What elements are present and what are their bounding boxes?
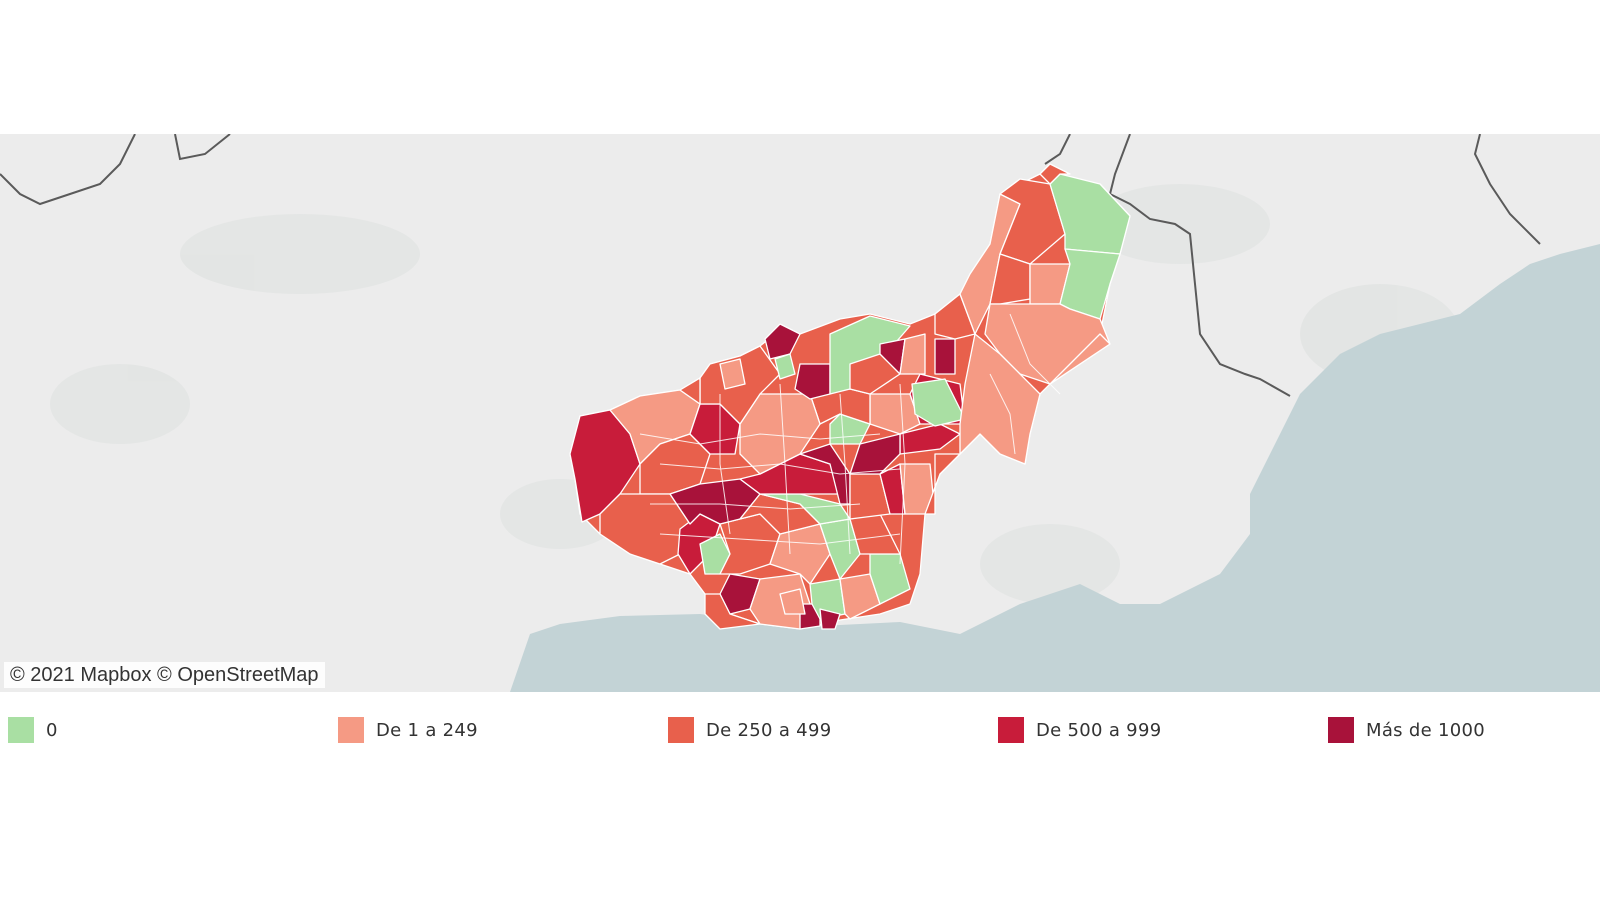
legend-label: Más de 1000 <box>1366 719 1485 741</box>
legend-item-500-999[interactable]: De 500 a 999 <box>998 716 1161 744</box>
municipality <box>849 353 901 395</box>
municipality <box>1039 163 1071 185</box>
municipality <box>1049 173 1131 255</box>
municipality <box>719 573 761 615</box>
municipality <box>934 338 956 375</box>
municipality <box>911 378 966 427</box>
municipality <box>989 253 1031 305</box>
municipality <box>794 363 831 400</box>
municipality <box>779 588 806 615</box>
legend-swatch <box>1328 717 1354 743</box>
legend-label: De 1 a 249 <box>376 719 478 741</box>
municipality-boundaries <box>639 313 1061 565</box>
municipality <box>959 333 1041 465</box>
municipality <box>924 453 961 515</box>
legend-label: 0 <box>46 719 58 741</box>
map-view[interactable]: © 2021 Mapbox © OpenStreetMap <box>0 134 1600 692</box>
legend-item-1000-plus[interactable]: Más de 1000 <box>1328 716 1485 744</box>
municipality <box>899 333 926 375</box>
legend-item-0[interactable]: 0 <box>8 716 58 744</box>
legend-label: De 500 a 999 <box>1036 719 1162 741</box>
municipality <box>999 178 1066 265</box>
municipality <box>719 358 746 390</box>
legend-item-1-249[interactable]: De 1 a 249 <box>338 716 478 744</box>
municipality <box>774 353 796 380</box>
legend: 0 De 1 a 249 De 250 a 499 De 500 a 999 M… <box>0 716 1600 748</box>
municipality <box>839 573 881 620</box>
legend-label: De 250 a 499 <box>706 719 832 741</box>
map-attribution[interactable]: © 2021 Mapbox © OpenStreetMap <box>4 662 325 688</box>
province-municipalities <box>569 163 1131 630</box>
municipality <box>764 323 801 360</box>
sea <box>510 244 1600 692</box>
municipality <box>819 608 841 630</box>
legend-swatch <box>998 717 1024 743</box>
municipality <box>849 433 901 475</box>
map-canvas[interactable] <box>0 134 1600 692</box>
municipality <box>934 293 976 340</box>
municipality <box>1049 333 1111 385</box>
legend-swatch <box>8 717 34 743</box>
legend-swatch <box>668 717 694 743</box>
legend-swatch <box>338 717 364 743</box>
municipality <box>679 377 701 405</box>
legend-item-250-499[interactable]: De 250 a 499 <box>668 716 831 744</box>
